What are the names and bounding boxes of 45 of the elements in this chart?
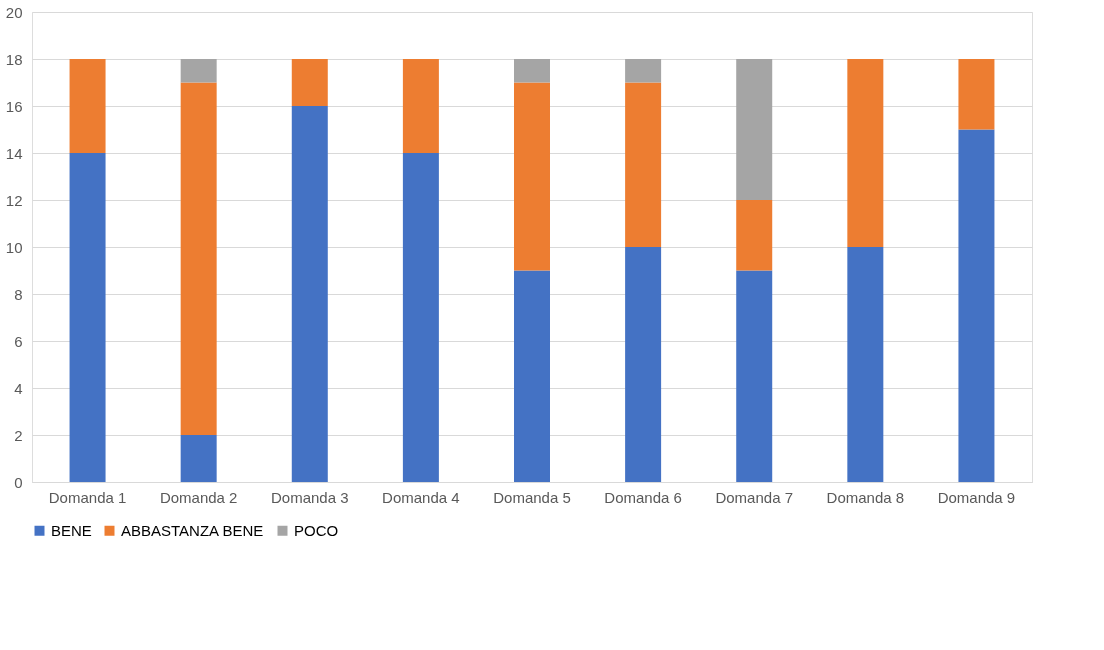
y-tick-label: 0 <box>14 473 23 491</box>
bar <box>736 59 773 200</box>
y-tick-label: 10 <box>5 238 23 256</box>
x-tick-label: Domanda 9 <box>937 488 1016 506</box>
bar <box>402 153 439 482</box>
bar <box>291 106 328 482</box>
bar <box>736 200 773 271</box>
x-tick-label: Domanda 5 <box>493 488 571 506</box>
bar <box>69 153 106 482</box>
y-tick-label: 2 <box>14 426 23 444</box>
y-tick-label: 20 <box>5 3 23 21</box>
bar <box>402 59 439 153</box>
bar <box>291 59 328 106</box>
bar <box>514 270 550 482</box>
bar <box>847 59 884 247</box>
bar <box>847 247 884 482</box>
bar <box>180 59 217 83</box>
bar <box>958 59 995 130</box>
y-tick-label: 12 <box>5 191 23 209</box>
bar <box>180 82 217 435</box>
bar <box>736 270 773 482</box>
bar <box>514 59 550 83</box>
y-tick-label: 6 <box>14 332 23 350</box>
y-tick-label: 8 <box>14 285 23 303</box>
x-tick-label: Domanda 1 <box>48 488 127 506</box>
legend-label: ABBASTANZA BENE <box>121 521 264 539</box>
x-tick-label: Domanda 3 <box>271 488 349 506</box>
bar <box>514 82 550 271</box>
bar <box>958 129 995 482</box>
x-tick-label: Domanda 2 <box>159 488 238 506</box>
bar <box>69 59 106 153</box>
bar <box>625 82 662 247</box>
x-tick-label: Domanda 8 <box>826 488 905 506</box>
bar <box>625 59 662 83</box>
bar <box>180 435 217 482</box>
y-tick-label: 16 <box>5 97 23 115</box>
bar <box>625 247 662 482</box>
y-tick-label: 18 <box>5 50 23 68</box>
legend-label: POCO <box>294 521 339 539</box>
legend-label: BENE <box>51 521 92 539</box>
y-tick-label: 4 <box>14 379 23 397</box>
x-tick-label: Domanda 7 <box>715 488 793 506</box>
x-tick-label: Domanda 6 <box>604 488 682 506</box>
y-tick-label: 14 <box>5 144 23 162</box>
x-tick-label: Domanda 4 <box>382 488 460 506</box>
